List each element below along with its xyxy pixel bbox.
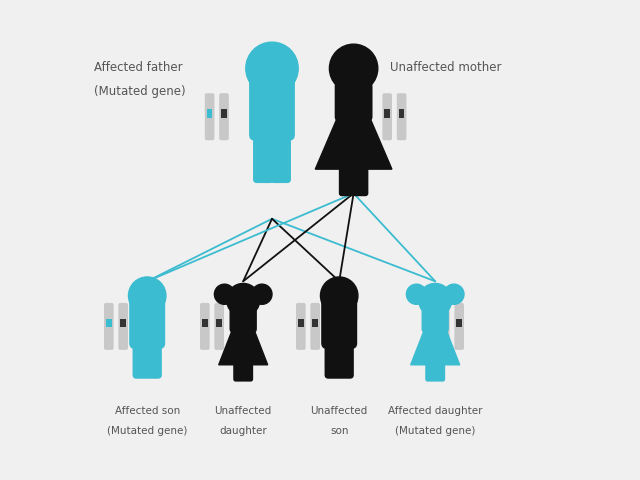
FancyBboxPatch shape	[200, 303, 210, 350]
FancyBboxPatch shape	[106, 319, 112, 327]
FancyBboxPatch shape	[145, 339, 162, 379]
FancyBboxPatch shape	[440, 303, 449, 350]
FancyBboxPatch shape	[399, 109, 404, 118]
FancyBboxPatch shape	[353, 166, 369, 196]
Text: son: son	[330, 426, 348, 436]
Circle shape	[214, 284, 235, 304]
Circle shape	[406, 284, 426, 304]
Text: Affected father: Affected father	[95, 60, 183, 74]
Text: (Mutated gene): (Mutated gene)	[395, 426, 476, 436]
FancyBboxPatch shape	[310, 303, 320, 350]
FancyBboxPatch shape	[249, 69, 295, 141]
Circle shape	[419, 283, 452, 317]
FancyBboxPatch shape	[296, 303, 306, 350]
FancyBboxPatch shape	[434, 362, 445, 382]
FancyBboxPatch shape	[339, 166, 355, 196]
Circle shape	[227, 283, 260, 317]
FancyBboxPatch shape	[298, 319, 304, 327]
FancyBboxPatch shape	[456, 319, 462, 327]
FancyBboxPatch shape	[270, 131, 291, 183]
FancyBboxPatch shape	[129, 294, 165, 349]
FancyBboxPatch shape	[230, 307, 257, 333]
FancyBboxPatch shape	[383, 93, 392, 140]
Text: Unaffected: Unaffected	[310, 406, 368, 416]
Text: daughter: daughter	[220, 426, 267, 436]
Text: Affected son: Affected son	[115, 406, 180, 416]
Circle shape	[321, 277, 358, 314]
FancyBboxPatch shape	[205, 93, 214, 140]
Polygon shape	[411, 326, 460, 365]
FancyBboxPatch shape	[132, 339, 150, 379]
FancyBboxPatch shape	[454, 303, 464, 350]
FancyBboxPatch shape	[242, 362, 253, 382]
FancyBboxPatch shape	[324, 339, 342, 379]
Circle shape	[246, 42, 298, 95]
Circle shape	[444, 284, 464, 304]
Text: Affected daughter: Affected daughter	[388, 406, 483, 416]
FancyBboxPatch shape	[442, 319, 448, 327]
FancyBboxPatch shape	[233, 362, 244, 382]
Circle shape	[252, 284, 272, 304]
FancyBboxPatch shape	[422, 307, 449, 333]
FancyBboxPatch shape	[104, 303, 114, 350]
FancyBboxPatch shape	[321, 294, 357, 349]
FancyBboxPatch shape	[253, 131, 274, 183]
FancyBboxPatch shape	[219, 93, 229, 140]
FancyBboxPatch shape	[120, 319, 126, 327]
FancyBboxPatch shape	[425, 362, 436, 382]
FancyBboxPatch shape	[397, 93, 406, 140]
Text: Unaffected mother: Unaffected mother	[390, 60, 501, 74]
FancyBboxPatch shape	[202, 319, 207, 327]
Circle shape	[330, 44, 378, 93]
FancyBboxPatch shape	[207, 109, 212, 118]
Text: Unaffected: Unaffected	[214, 406, 272, 416]
Polygon shape	[316, 113, 392, 169]
Circle shape	[129, 277, 166, 314]
FancyBboxPatch shape	[216, 319, 222, 327]
FancyBboxPatch shape	[214, 303, 224, 350]
FancyBboxPatch shape	[335, 82, 372, 121]
FancyBboxPatch shape	[118, 303, 128, 350]
Polygon shape	[219, 326, 268, 365]
Text: (Mutated gene): (Mutated gene)	[107, 426, 188, 436]
FancyBboxPatch shape	[384, 109, 390, 118]
FancyBboxPatch shape	[312, 319, 318, 327]
FancyBboxPatch shape	[337, 339, 354, 379]
FancyBboxPatch shape	[221, 109, 227, 118]
Text: (Mutated gene): (Mutated gene)	[95, 84, 186, 98]
